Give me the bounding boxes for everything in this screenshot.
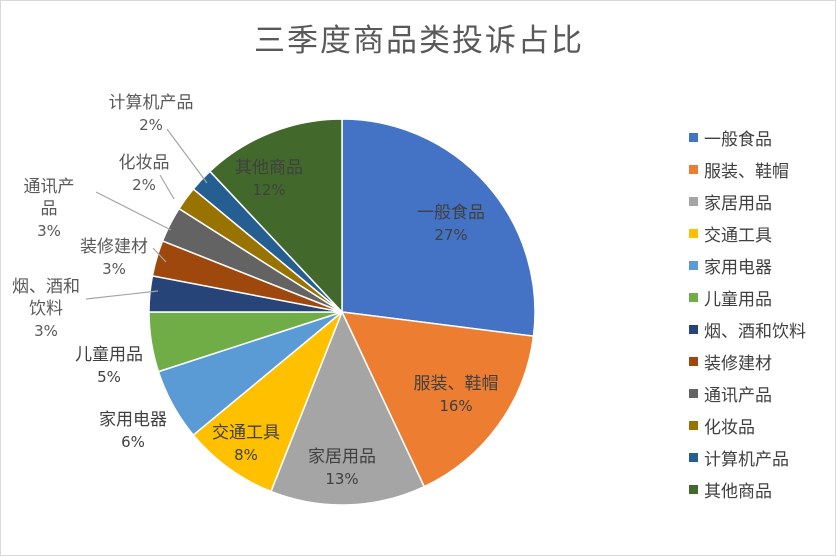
- value-label: 27%: [434, 226, 467, 244]
- legend-swatch: [689, 260, 698, 270]
- legend-swatch: [689, 132, 698, 142]
- legend-swatch: [689, 292, 698, 302]
- legend-label: 其他商品: [704, 481, 772, 502]
- leader-line: [152, 247, 167, 263]
- value-label: 3%: [37, 222, 61, 240]
- value-label: 2%: [139, 116, 163, 134]
- slice-label: 一般食品 27%: [417, 203, 485, 244]
- value-label: 3%: [34, 322, 58, 340]
- legend-item: 儿童用品: [689, 281, 835, 313]
- legend-item: 服装、鞋帽: [689, 153, 835, 185]
- legend-swatch: [689, 356, 698, 366]
- legend-label: 装修建材: [704, 353, 772, 374]
- pie-slice: [341, 118, 536, 338]
- slice-label: 家用电器 6%: [99, 410, 167, 451]
- legend-swatch: [689, 324, 698, 334]
- value-label: 6%: [121, 433, 145, 451]
- value-label: 5%: [97, 368, 121, 386]
- slice-label: 烟、酒和饮料 3%: [12, 277, 80, 340]
- legend-label: 服装、鞋帽: [704, 161, 789, 182]
- legend-item: 家用电器: [689, 249, 835, 281]
- legend-label: 烟、酒和饮料: [704, 321, 806, 342]
- legend-label: 计算机产品: [704, 449, 789, 470]
- legend-swatch: [689, 484, 698, 494]
- slice-label: 化妆品 2%: [119, 153, 170, 194]
- legend-item: 计算机产品: [689, 441, 835, 473]
- legend-swatch: [689, 388, 698, 398]
- legend-item: 一般食品: [689, 121, 835, 153]
- legend-swatch: [689, 452, 698, 462]
- pie-slice: [340, 311, 535, 488]
- value-label: 12%: [252, 181, 285, 199]
- leader-line: [159, 174, 175, 200]
- leader-line: [85, 290, 159, 300]
- legend: 一般食品服装、鞋帽家居用品交通工具家用电器儿童用品烟、酒和饮料 装修建材通讯产品化…: [689, 121, 835, 505]
- legend-item: 交通工具: [689, 217, 835, 249]
- legend-swatch: [689, 196, 698, 206]
- slice-label: 装修建材 3%: [80, 237, 148, 278]
- chart-title: 三季度商品类投诉占比: [254, 23, 584, 59]
- slice-label: 计算机产品 2%: [109, 93, 194, 134]
- legend-item: 家居用品: [689, 185, 835, 217]
- legend-label: 交通工具: [704, 225, 772, 246]
- value-label: 8%: [234, 446, 258, 464]
- pie-slice: [192, 311, 343, 493]
- legend-item: 化妆品: [689, 409, 835, 441]
- value-label: 16%: [439, 397, 472, 415]
- pie-slice: [269, 310, 426, 506]
- legend-swatch: [689, 164, 698, 174]
- legend-item: 烟、酒和饮料: [689, 313, 835, 345]
- leader-line: [166, 128, 208, 184]
- value-label: 3%: [102, 260, 126, 278]
- legend-swatch: [689, 420, 698, 430]
- leader-line: [95, 191, 172, 231]
- legend-label: 一般食品: [704, 129, 772, 150]
- slice-label: 家居用品 13%: [308, 447, 376, 488]
- legend-item: 装修建材: [689, 345, 835, 377]
- pie-slice: [208, 118, 343, 314]
- legend-label: 儿童用品: [704, 289, 772, 310]
- value-label: 2%: [132, 176, 156, 194]
- slice-label: 服装、鞋帽 16%: [414, 374, 499, 415]
- slice-label: 通讯产品 3%: [24, 177, 75, 240]
- legend-label: 家用电器: [704, 257, 772, 278]
- legend-label: 通讯产品: [704, 385, 772, 406]
- slice-label: 儿童用品 5%: [75, 345, 143, 386]
- legend-label: 化妆品: [704, 417, 755, 438]
- slice-label: 交通工具 8%: [212, 423, 280, 464]
- legend-label: 家居用品: [704, 193, 772, 214]
- legend-item: 其他商品: [689, 473, 835, 505]
- legend-item: 通讯产品: [689, 377, 835, 409]
- slice-label: 其他商品 12%: [235, 158, 303, 199]
- value-label: 13%: [325, 470, 358, 488]
- legend-swatch: [689, 228, 698, 238]
